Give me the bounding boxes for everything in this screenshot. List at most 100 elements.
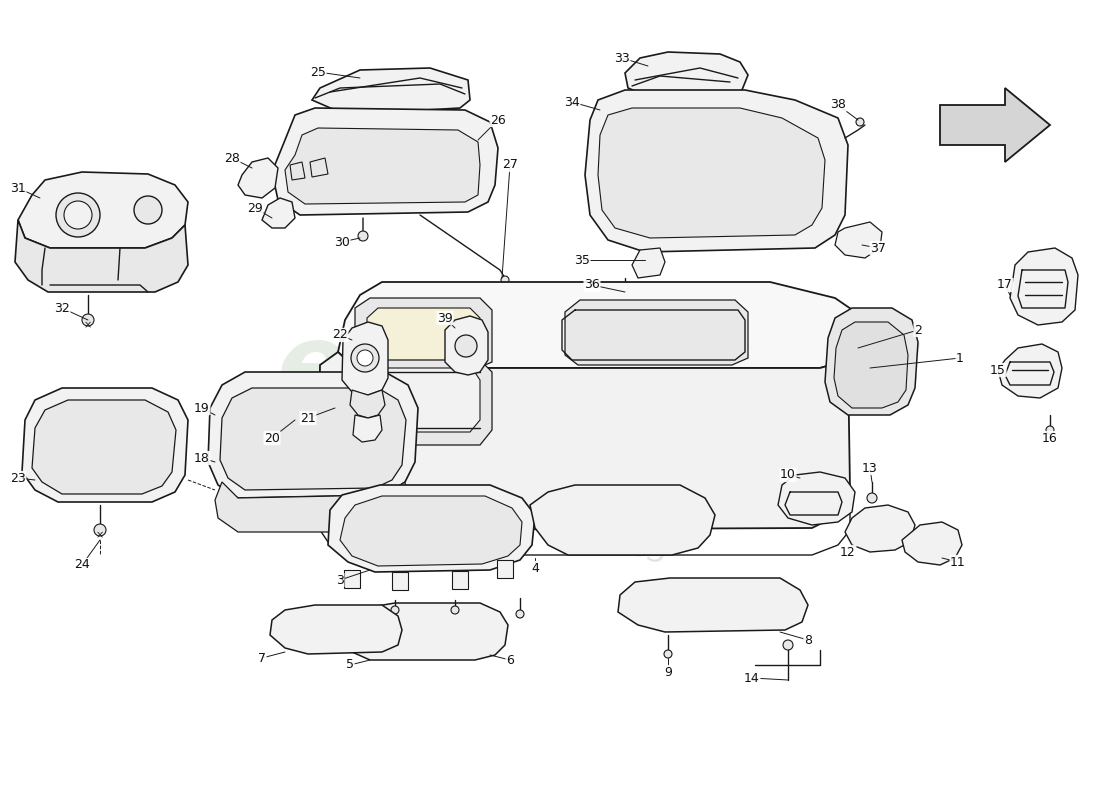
Polygon shape (344, 570, 360, 588)
Polygon shape (778, 472, 855, 525)
Circle shape (516, 610, 524, 618)
Polygon shape (18, 172, 188, 248)
Circle shape (94, 524, 106, 536)
Polygon shape (270, 605, 402, 654)
Polygon shape (238, 158, 278, 198)
Polygon shape (342, 603, 508, 660)
Polygon shape (367, 308, 480, 364)
Polygon shape (310, 158, 328, 177)
Polygon shape (902, 522, 962, 565)
Polygon shape (272, 108, 498, 215)
Text: 36: 36 (584, 278, 600, 291)
Polygon shape (262, 198, 295, 228)
Text: 19: 19 (194, 402, 210, 414)
Circle shape (134, 196, 162, 224)
Circle shape (867, 493, 877, 503)
Polygon shape (392, 572, 408, 590)
Text: 14: 14 (744, 671, 760, 685)
Text: 39: 39 (437, 311, 453, 325)
Polygon shape (845, 505, 915, 552)
Text: 29: 29 (248, 202, 263, 214)
Polygon shape (446, 316, 488, 375)
Text: 27: 27 (502, 158, 518, 171)
Text: 5: 5 (346, 658, 354, 671)
Polygon shape (350, 390, 385, 418)
Text: 26: 26 (491, 114, 506, 126)
Circle shape (455, 335, 477, 357)
Circle shape (451, 606, 459, 614)
Text: 17: 17 (997, 278, 1013, 291)
Polygon shape (834, 322, 907, 408)
Polygon shape (328, 485, 535, 572)
Circle shape (56, 193, 100, 237)
Circle shape (856, 118, 864, 126)
Text: 16: 16 (1042, 431, 1058, 445)
Circle shape (82, 314, 94, 326)
Polygon shape (312, 68, 470, 112)
Text: 10: 10 (780, 469, 796, 482)
Polygon shape (340, 496, 522, 566)
Text: 13: 13 (862, 462, 878, 474)
Text: 21: 21 (300, 411, 316, 425)
Text: eurospo·es: eurospo·es (276, 319, 924, 421)
Polygon shape (998, 344, 1062, 398)
Text: 24: 24 (74, 558, 90, 571)
Polygon shape (355, 298, 492, 368)
Polygon shape (342, 322, 388, 395)
Polygon shape (290, 162, 305, 180)
Text: 30: 30 (334, 235, 350, 249)
Polygon shape (497, 560, 513, 578)
Text: 2: 2 (914, 323, 922, 337)
Polygon shape (372, 368, 480, 432)
Circle shape (358, 231, 368, 241)
Text: 34: 34 (564, 95, 580, 109)
Text: 25: 25 (310, 66, 326, 78)
Polygon shape (565, 300, 748, 365)
Circle shape (390, 606, 399, 614)
Circle shape (1046, 426, 1054, 434)
Text: 18: 18 (194, 451, 210, 465)
Circle shape (351, 344, 380, 372)
Polygon shape (362, 360, 492, 445)
Polygon shape (1010, 248, 1078, 325)
Text: 7: 7 (258, 651, 266, 665)
Text: 9: 9 (664, 666, 672, 678)
Circle shape (664, 650, 672, 658)
Polygon shape (22, 388, 188, 502)
Polygon shape (220, 388, 406, 490)
Polygon shape (530, 485, 715, 555)
Text: 33: 33 (614, 51, 630, 65)
Polygon shape (835, 222, 882, 258)
Polygon shape (285, 128, 480, 204)
Text: 8: 8 (804, 634, 812, 646)
Text: ×: × (96, 530, 104, 540)
Circle shape (500, 276, 509, 284)
Circle shape (358, 350, 373, 366)
Text: ×: × (84, 320, 92, 330)
Circle shape (783, 640, 793, 650)
Polygon shape (353, 415, 382, 442)
Polygon shape (618, 578, 808, 632)
Text: 37: 37 (870, 242, 886, 254)
Text: 22: 22 (332, 329, 348, 342)
Polygon shape (338, 282, 870, 368)
Circle shape (621, 288, 629, 296)
Polygon shape (632, 248, 666, 278)
Polygon shape (598, 108, 825, 238)
Polygon shape (214, 482, 408, 532)
Polygon shape (208, 372, 418, 498)
Polygon shape (825, 308, 918, 415)
Text: 31: 31 (10, 182, 26, 194)
Text: 15: 15 (990, 363, 1005, 377)
Text: 6: 6 (506, 654, 514, 666)
Polygon shape (318, 352, 850, 530)
Text: 12: 12 (840, 546, 856, 558)
Polygon shape (625, 52, 748, 98)
Text: 4: 4 (531, 562, 539, 574)
Polygon shape (32, 400, 176, 494)
Text: 35: 35 (574, 254, 590, 266)
Text: 20: 20 (264, 431, 279, 445)
Text: 3: 3 (337, 574, 344, 586)
Circle shape (64, 201, 92, 229)
Text: 38: 38 (830, 98, 846, 111)
